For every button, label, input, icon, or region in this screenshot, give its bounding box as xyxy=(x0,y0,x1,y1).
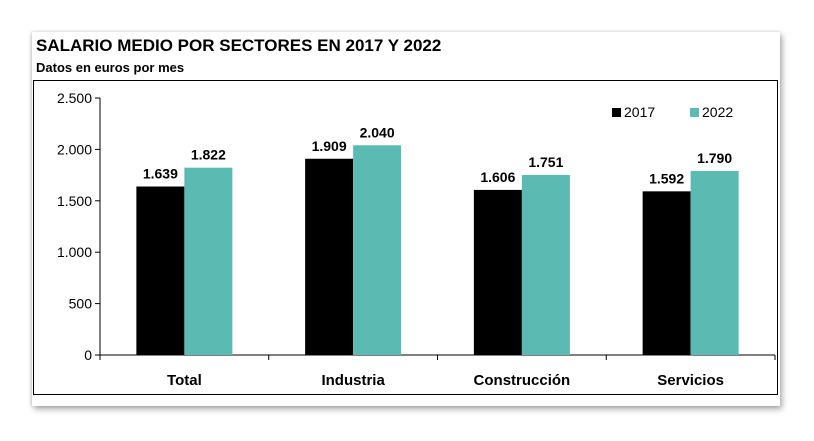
bar-2017 xyxy=(642,191,691,355)
bar-2022 xyxy=(521,174,570,355)
bar-value-label-2017: 1.639 xyxy=(143,166,178,182)
bar-value-label-2022: 2.040 xyxy=(360,124,395,140)
x-category-label: Total xyxy=(167,372,202,389)
plot-area-border xyxy=(33,80,778,395)
bar-2022 xyxy=(690,170,739,355)
y-tick-label: 1.500 xyxy=(57,193,92,209)
bar-value-label-2022: 1.790 xyxy=(697,150,732,166)
bar-2017 xyxy=(136,186,185,355)
y-tick-label: 2.500 xyxy=(57,90,92,106)
bar-2022 xyxy=(184,167,233,355)
chart-subtitle: Datos en euros por mes xyxy=(36,60,185,75)
bar-value-label-2022: 1.751 xyxy=(528,154,563,170)
legend-item-2022: 2022 xyxy=(690,104,733,120)
legend-item-2017: 2017 xyxy=(612,104,655,120)
bar-2017 xyxy=(305,158,354,355)
legend-label-2017: 2017 xyxy=(624,104,656,120)
legend-label-2022: 2022 xyxy=(702,104,734,120)
bar-2017 xyxy=(473,189,522,355)
y-tick-label: 2.000 xyxy=(57,141,92,157)
bar-value-label-2017: 1.909 xyxy=(312,138,347,154)
bar-value-label-2017: 1.592 xyxy=(649,170,684,186)
y-tick-label: 500 xyxy=(69,296,93,312)
bar-2022 xyxy=(353,145,402,355)
legend-swatch-2022 xyxy=(690,108,699,117)
bar-value-label-2017: 1.606 xyxy=(480,169,515,185)
bar-value-label-2022: 1.822 xyxy=(191,147,226,163)
y-tick-label: 0 xyxy=(84,347,92,363)
chart-title: SALARIO MEDIO POR SECTORES EN 2017 Y 202… xyxy=(36,36,442,55)
x-category-label: Servicios xyxy=(657,372,724,389)
legend-swatch-2017 xyxy=(612,108,621,117)
x-category-label: Industria xyxy=(321,372,385,389)
y-tick-label: 1.000 xyxy=(57,244,92,260)
x-category-label: Construcción xyxy=(474,372,571,389)
